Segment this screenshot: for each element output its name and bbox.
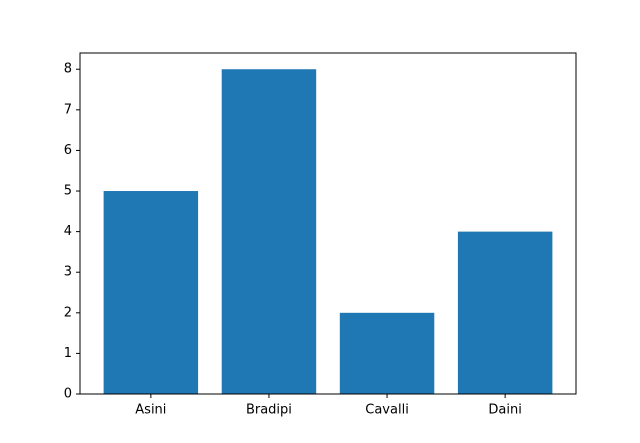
bar	[103, 191, 199, 394]
y-tick-label: 7	[64, 102, 72, 117]
x-tick-label: Cavalli	[365, 403, 409, 418]
plot-frame	[79, 52, 577, 395]
x-tick-label: Daini	[488, 403, 521, 418]
bar	[457, 231, 553, 394]
y-tick-label: 6	[64, 143, 72, 158]
bar	[221, 69, 317, 394]
y-tick-label: 4	[64, 224, 72, 239]
bar	[339, 312, 435, 394]
y-tick-label: 2	[64, 305, 72, 320]
y-tick-label: 0	[64, 387, 72, 402]
x-tick-label: Asini	[135, 403, 166, 418]
y-tick-label: 5	[64, 184, 72, 199]
y-tick-label: 1	[64, 346, 72, 361]
x-tick-label: Bradipi	[246, 403, 292, 418]
y-tick-label: 8	[64, 62, 72, 77]
y-tick-label: 3	[64, 265, 72, 280]
